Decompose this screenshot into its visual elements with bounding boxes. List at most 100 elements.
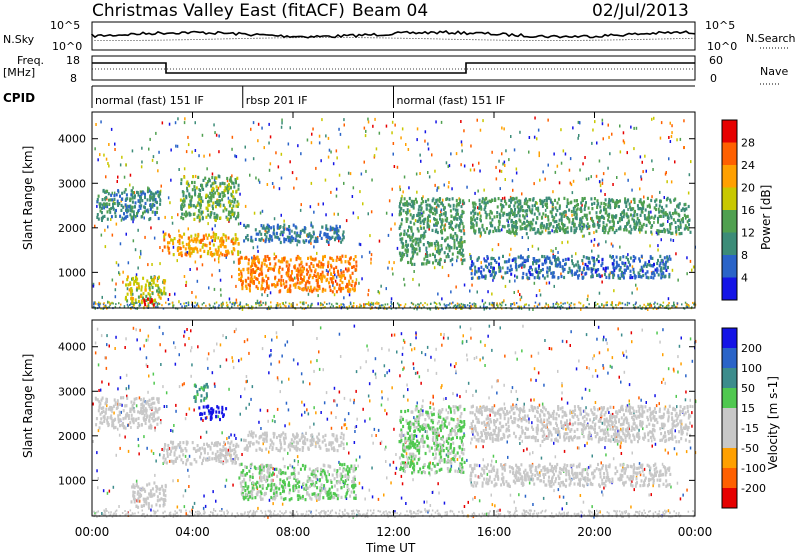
echo-cell [647, 218, 650, 222]
scatter-cell [285, 510, 287, 514]
echo-cell [624, 197, 627, 201]
echo-cell [541, 221, 544, 226]
echo-cell [328, 285, 331, 289]
echo-cell [260, 272, 263, 276]
ground-cell [352, 304, 355, 307]
echo-cell [404, 248, 407, 252]
scatter-cell [584, 427, 586, 431]
scatter-cell [281, 354, 283, 358]
echo-cell [325, 278, 328, 283]
scatter-cell [633, 147, 635, 151]
echo-cell [494, 271, 497, 275]
echo-cell [435, 258, 438, 263]
echo-cell [332, 276, 335, 280]
echo-cell [192, 212, 195, 216]
echo-cell [528, 270, 531, 275]
echo-cell [134, 205, 136, 209]
echo-cell [657, 229, 660, 233]
echo-cell [319, 230, 322, 234]
scatter-cell [491, 150, 493, 154]
echo-cell [265, 274, 268, 278]
scatter-cell [577, 136, 579, 140]
ground-cell [133, 302, 136, 305]
echo-cell [546, 202, 548, 206]
echo-cell [495, 260, 498, 264]
scatter-cell [563, 449, 566, 453]
ground-cell [238, 307, 241, 310]
echo-cell [289, 284, 292, 288]
echo-cell [188, 203, 191, 207]
ground-cell [239, 303, 241, 306]
scatter-cell [598, 291, 601, 295]
echo-cell [402, 209, 405, 213]
echo-cell [510, 200, 512, 204]
scatter-cell [167, 196, 170, 200]
echo-cell [322, 255, 325, 259]
scatter-cell [480, 233, 482, 237]
echo-cell [197, 234, 200, 238]
scatter-cell [95, 123, 97, 126]
scatter-cell [457, 445, 460, 449]
scatter-cell [199, 255, 202, 259]
echo-cell [474, 269, 477, 273]
echo-cell [185, 210, 188, 214]
scatter-cell [650, 210, 652, 214]
echo-cell [460, 204, 463, 209]
echo-cell [611, 262, 614, 266]
echo-cell [344, 254, 347, 258]
freq-label-2: [MHz] [3, 66, 35, 79]
echo-cell [484, 210, 487, 214]
echo-cell [446, 243, 449, 247]
echo-cell [629, 231, 632, 235]
scatter-cell [560, 272, 562, 276]
scatter-cell [676, 138, 678, 142]
echo-cell [96, 213, 99, 217]
echo-cell [540, 223, 543, 227]
echo-cell [479, 205, 482, 209]
echo-cell [256, 277, 259, 281]
scatter-cell [184, 454, 187, 458]
scatter-cell [296, 243, 298, 247]
echo-cell [405, 202, 408, 206]
echo-cell [253, 254, 256, 259]
echo-cell [416, 219, 419, 223]
echo-cell [670, 231, 673, 236]
scatter-cell [310, 181, 313, 185]
echo-cell [409, 260, 412, 265]
echo-cell [558, 204, 561, 208]
scatter-cell [534, 116, 536, 120]
scatter-cell [623, 141, 626, 145]
scatter-cell [470, 481, 472, 485]
ground-cell [557, 305, 559, 308]
echo-cell [154, 283, 157, 287]
scatter-cell [427, 147, 430, 151]
echo-cell [456, 255, 459, 259]
echo-cell [557, 258, 560, 262]
scatter-cell [201, 263, 204, 267]
echo-cell [684, 207, 686, 211]
echo-cell [611, 219, 614, 223]
ground-cell [460, 305, 462, 308]
scatter-cell [309, 425, 311, 429]
scatter-cell [466, 185, 468, 189]
scatter-cell [175, 403, 177, 407]
echo-cell [516, 275, 519, 279]
echo-cell [458, 215, 461, 219]
echo-cell [512, 221, 515, 225]
noise-left-label: N.Sky [3, 33, 35, 46]
echo-cell [677, 204, 680, 208]
scatter-cell [151, 408, 153, 412]
echo-cell [245, 236, 247, 240]
echo-cell [241, 279, 244, 284]
scatter-cell [686, 256, 688, 260]
scatter-cell [336, 156, 338, 160]
echo-cell [319, 272, 322, 277]
echo-cell [472, 205, 475, 209]
echo-cell [525, 227, 528, 231]
scatter-cell [316, 251, 318, 255]
scatter-cell [672, 367, 675, 371]
echo-cell [213, 232, 216, 236]
ground-cell [601, 304, 603, 307]
ground-cell [667, 307, 670, 310]
scatter-cell [171, 216, 173, 219]
